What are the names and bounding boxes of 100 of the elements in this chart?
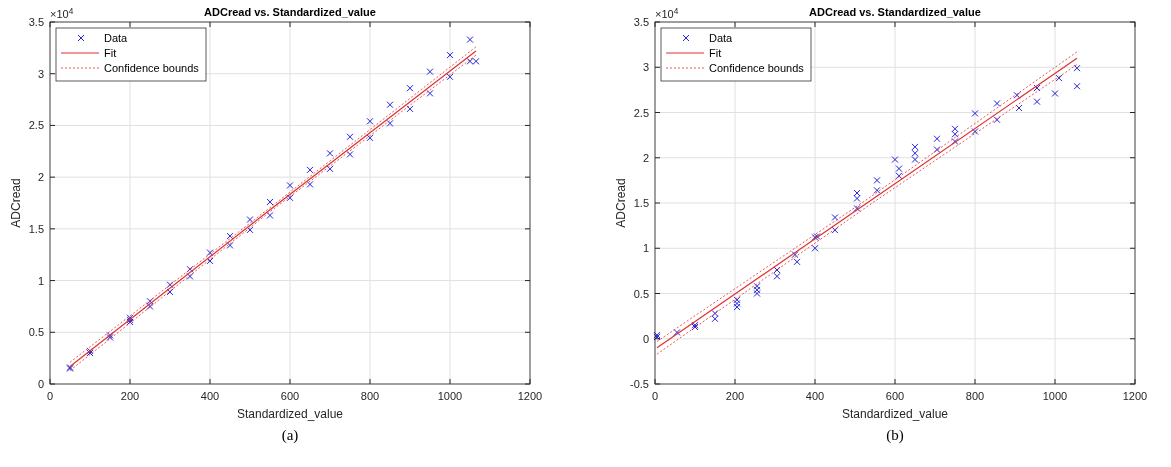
point	[446, 73, 454, 81]
point	[933, 146, 941, 154]
point	[993, 116, 1001, 124]
text: ×10$^{4}$	[50, 6, 74, 20]
y-tick-label: 3.5	[28, 16, 44, 28]
point	[753, 286, 761, 294]
legend-label: Confidence bounds	[709, 62, 805, 74]
legend-label: Confidence bounds	[104, 62, 200, 74]
point	[773, 272, 781, 280]
x-tick-label: 0	[46, 390, 54, 402]
point	[753, 290, 761, 297]
point	[1073, 64, 1081, 72]
legend-label: Fit	[104, 47, 117, 59]
point	[1073, 82, 1081, 90]
y-tick-label: 0.5	[633, 287, 649, 300]
point	[466, 36, 474, 44]
point	[971, 109, 979, 117]
y-tick-label: 3	[37, 67, 44, 80]
y-tick-label: 2	[37, 171, 44, 184]
x-tick-label: 200	[725, 390, 745, 402]
point	[811, 244, 819, 252]
y-tick-label: 3.5	[633, 16, 649, 28]
point	[1033, 98, 1041, 106]
point	[326, 149, 334, 157]
point	[226, 232, 234, 240]
x-tick-label: 600	[885, 390, 905, 402]
y-axis-title: ADCread	[614, 178, 628, 228]
point	[853, 194, 861, 202]
point	[286, 181, 294, 189]
point	[673, 328, 681, 336]
legend-label: Data	[104, 32, 129, 44]
y-tick-label: -0.5	[630, 378, 649, 390]
point	[366, 134, 374, 142]
point	[853, 204, 861, 212]
text: ×10$^{4}$	[655, 6, 679, 20]
point	[873, 176, 881, 184]
x-tick-label: 200	[120, 390, 140, 402]
point	[951, 130, 959, 138]
point	[306, 180, 314, 188]
point	[426, 89, 434, 97]
point	[911, 143, 919, 151]
chart-title: ADCread vs. Standardized_value	[809, 6, 981, 18]
point	[993, 99, 1001, 107]
legend-label: Data	[709, 32, 734, 44]
point	[326, 165, 334, 173]
point	[346, 150, 354, 158]
point	[873, 186, 881, 194]
text: (a)	[281, 427, 299, 444]
point	[1013, 91, 1021, 99]
y-tick-label: 1	[37, 274, 44, 287]
x-tick-label: 400	[805, 390, 825, 402]
point	[446, 51, 454, 59]
point	[286, 194, 294, 202]
point	[406, 105, 414, 113]
y-tick-label: 1.5	[28, 222, 44, 235]
point	[933, 135, 941, 143]
point	[891, 156, 899, 164]
point	[911, 149, 919, 157]
point	[895, 172, 903, 180]
point	[346, 133, 354, 141]
y-tick-label: 2.5	[633, 106, 649, 119]
point	[753, 282, 761, 290]
legend-label: Fit	[709, 47, 722, 59]
x-tick-label: 600	[280, 390, 300, 402]
chart-title: ADCread vs. Standardized_value	[204, 6, 376, 18]
point	[951, 125, 959, 133]
point	[895, 165, 903, 173]
y-tick-label: 1.5	[633, 197, 649, 209]
text: (b)	[886, 427, 904, 444]
point	[793, 258, 801, 266]
point	[306, 166, 314, 174]
x-tick-label: 400	[200, 390, 220, 402]
x-tick-label: 800	[965, 390, 985, 402]
point	[1051, 90, 1059, 97]
point	[186, 272, 194, 280]
x-tick-label: 1200	[1122, 390, 1148, 402]
point	[246, 216, 254, 224]
y-tick-label: 2	[642, 151, 649, 164]
x-tick-label: 1000	[437, 390, 463, 402]
y-tick-label: 2.5	[28, 119, 44, 132]
point	[206, 249, 214, 257]
x-tick-label: 1200	[517, 390, 543, 402]
x-tick-label: 1000	[1042, 390, 1068, 402]
y-tick-label: 0.5	[28, 326, 44, 339]
point	[246, 226, 254, 234]
y-tick-label: 0	[37, 378, 44, 390]
point	[226, 241, 234, 249]
point	[791, 251, 799, 259]
point	[831, 213, 839, 221]
point	[831, 226, 839, 234]
x-axis-title: Standardized_value	[236, 407, 344, 421]
x-axis-title: Standardized_value	[841, 407, 949, 421]
y-tick-label: 3	[642, 61, 649, 74]
point	[1055, 74, 1063, 82]
point	[386, 101, 394, 109]
x-tick-label: 0	[651, 390, 659, 402]
point	[386, 119, 394, 127]
y-axis-title: ADCread	[9, 178, 23, 228]
point	[266, 211, 274, 219]
point	[911, 156, 919, 164]
